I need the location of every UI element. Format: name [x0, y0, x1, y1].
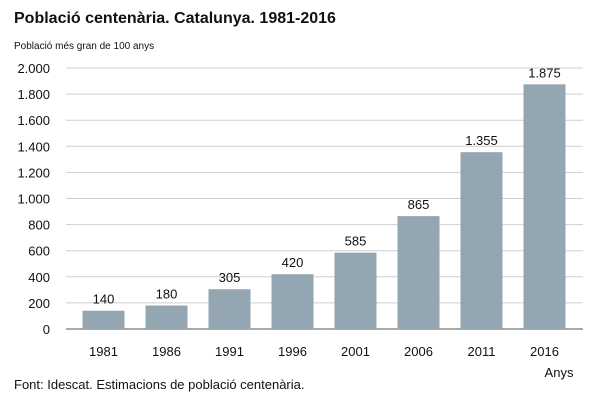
bar-1991: [208, 289, 251, 329]
y-tick-label: 1.800: [17, 87, 50, 102]
y-axis-ticks: 0 200 400 600 800 1.000 1.200 1.400 1.600 1.800 2.…: [17, 61, 50, 337]
x-tick-label-1996: 1996: [278, 344, 307, 359]
chart-title: Població centenària. Catalunya. 1981-201…: [14, 10, 336, 27]
y-tick-label: 1.600: [17, 113, 50, 128]
x-axis-label: Anys: [545, 365, 574, 380]
source-note: Font: Idescat. Estimacions de població c…: [14, 377, 305, 392]
data-label-1986: 180: [156, 287, 178, 302]
y-axis-label: Població més gran de 100 anys: [14, 41, 155, 52]
data-label-2006: 865: [408, 197, 430, 212]
x-tick-label-1991: 1991: [215, 344, 244, 359]
x-tick-label-2006: 2006: [404, 344, 433, 359]
y-tick-label: 1.000: [17, 192, 50, 207]
bars: [82, 84, 566, 329]
y-tick-label: 600: [28, 244, 50, 259]
x-tick-label-2001: 2001: [341, 344, 370, 359]
data-label-1991: 305: [219, 270, 241, 285]
data-label-2016: 1.875: [528, 65, 561, 80]
bar-2001: [334, 252, 377, 329]
x-tick-label-2016: 2016: [530, 344, 559, 359]
y-tick-label: 800: [28, 218, 50, 233]
data-label-1996: 420: [282, 255, 304, 270]
x-tick-label-1981: 1981: [89, 344, 118, 359]
y-tick-label: 1.400: [17, 139, 50, 154]
data-label-1981: 140: [93, 292, 115, 307]
x-axis-ticks: 1981 1986 1991 1996 2001 2006 2011 2016: [89, 344, 559, 359]
y-tick-label: 2.000: [17, 61, 50, 76]
bar-2011: [460, 152, 503, 329]
bar-1986: [145, 305, 188, 329]
data-label-2011: 1.355: [465, 133, 498, 148]
data-label-2001: 585: [345, 234, 367, 249]
bar-1981: [82, 310, 125, 329]
x-tick-label-1986: 1986: [152, 344, 181, 359]
data-labels: 140 180 305 420 585 865 1.355 1.875: [93, 65, 561, 306]
y-tick-label: 1.200: [17, 165, 50, 180]
bar-2016: [523, 84, 566, 329]
bar-1996: [271, 274, 314, 329]
y-tick-label: 0: [43, 322, 50, 337]
bar-2006: [397, 216, 440, 329]
x-tick-label-2011: 2011: [468, 344, 496, 359]
y-tick-label: 200: [28, 296, 50, 311]
y-tick-label: 400: [28, 270, 50, 285]
gridlines: [66, 67, 583, 330]
